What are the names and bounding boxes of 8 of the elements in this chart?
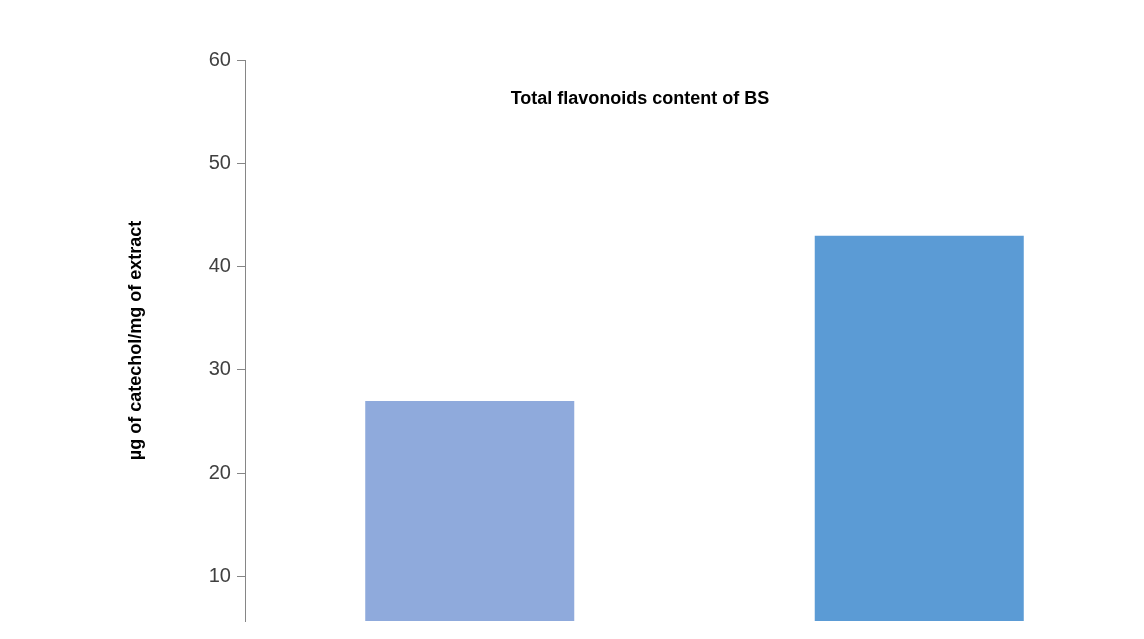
text: Total flavonoids content of BS	[510, 87, 770, 108]
y-tick-label: 60	[208, 47, 231, 70]
y-tick-label: 20	[208, 460, 231, 483]
y-axis-title: µg of catechol/mg of extract	[124, 220, 145, 461]
y-tick-label: 40	[208, 254, 231, 277]
y-tick-label: 30	[208, 357, 231, 380]
y-tick-label: 10	[208, 564, 231, 587]
y-tick-label: 50	[208, 150, 231, 173]
